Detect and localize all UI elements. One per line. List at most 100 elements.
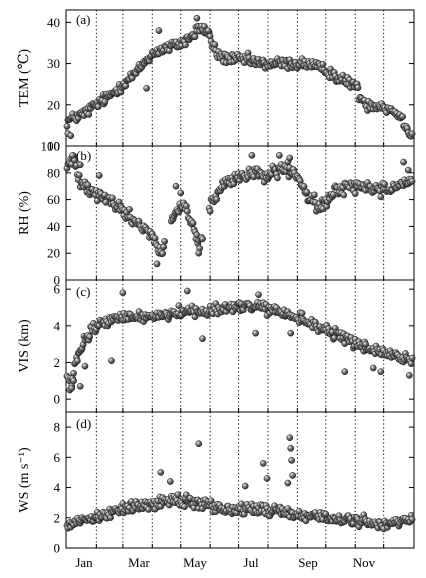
data-point <box>189 219 197 227</box>
data-point <box>289 472 296 479</box>
data-point <box>340 191 348 199</box>
y-tick-label: 6 <box>54 282 61 297</box>
data-point <box>182 41 189 49</box>
panel-b-y-axis: 0 20 40 60 80 100 <box>41 139 414 288</box>
data-point <box>407 360 415 367</box>
y-tick-label: 60 <box>47 192 60 207</box>
data-point <box>172 182 180 190</box>
y-tick-label: 30 <box>47 56 60 71</box>
data-point <box>199 235 206 243</box>
data-point <box>286 154 294 162</box>
y-tick-label: 2 <box>54 355 61 370</box>
data-point <box>408 177 416 185</box>
panel-b-label: (b) <box>76 148 91 163</box>
data-point <box>284 479 292 487</box>
data-point <box>381 180 388 188</box>
data-point <box>174 491 182 498</box>
data-point <box>160 243 168 251</box>
data-point <box>276 152 283 159</box>
data-point <box>288 457 296 464</box>
data-point <box>248 152 256 159</box>
panel-c-label: (c) <box>76 284 90 299</box>
data-point <box>95 172 103 179</box>
y-tick-label: 80 <box>47 165 60 180</box>
data-point <box>157 469 165 476</box>
x-tick-label: Mar <box>128 555 150 570</box>
data-point <box>408 516 416 523</box>
data-point <box>408 130 416 138</box>
y-tick-label: 20 <box>47 97 60 112</box>
data-point <box>86 333 94 341</box>
data-point <box>195 440 203 448</box>
data-point <box>322 510 330 518</box>
data-point <box>201 23 208 30</box>
x-tick-label: Nov <box>353 555 376 570</box>
panel-a-label: (a) <box>76 12 90 27</box>
data-point <box>85 111 93 118</box>
data-point <box>287 444 295 452</box>
panel-d-label: (d) <box>76 416 91 431</box>
data-point <box>241 482 249 490</box>
data-point <box>184 208 191 215</box>
y-tick-label: 40 <box>47 219 60 234</box>
data-point <box>102 198 110 206</box>
data-point <box>405 371 413 379</box>
data-point <box>155 27 163 34</box>
data-point <box>175 302 183 310</box>
x-tick-label: May <box>183 555 207 570</box>
data-point <box>311 191 318 199</box>
data-point <box>377 368 385 376</box>
data-point <box>161 237 168 245</box>
data-point <box>255 291 262 299</box>
data-point <box>408 354 416 362</box>
data-point <box>70 369 77 377</box>
data-point <box>119 289 127 297</box>
data-point <box>204 27 212 34</box>
data-point <box>351 190 359 197</box>
x-tick-label: Jul <box>243 555 259 570</box>
data-point <box>181 503 188 511</box>
data-point <box>126 206 133 213</box>
data-point <box>206 207 214 215</box>
y-tick-label: 6 <box>54 450 61 465</box>
data-point <box>274 174 281 182</box>
panel-b-month-grid <box>95 146 385 280</box>
data-point <box>143 84 150 92</box>
data-point <box>399 113 406 120</box>
y-tick-label: 40 <box>47 15 60 30</box>
panel-d: 0 2 4 6 8 (d) WS (m s⁻¹) <box>17 411 416 556</box>
data-point <box>211 41 219 49</box>
panel-a: 10 20 30 40 (a) TEM (℃) <box>17 9 416 154</box>
data-point <box>166 478 174 485</box>
data-point <box>400 158 407 166</box>
data-point <box>84 181 92 189</box>
data-point <box>213 195 221 203</box>
y-tick-label: 10 <box>47 139 60 154</box>
panel-d-y-axis: 0 2 4 6 8 <box>54 420 414 556</box>
panel-a-y-label: TEM (℃) <box>17 49 32 107</box>
panel-c-month-grid <box>95 280 385 412</box>
panel-c-y-label: VIS (km) <box>17 319 32 373</box>
data-point <box>68 384 76 392</box>
data-point <box>287 329 295 337</box>
panel-a-frame <box>65 9 415 147</box>
data-point <box>362 340 369 348</box>
y-tick-label: 2 <box>54 510 61 525</box>
y-tick-label: 0 <box>54 273 61 288</box>
data-point <box>159 250 167 257</box>
data-point <box>263 475 271 482</box>
panel-a-month-grid <box>95 10 385 146</box>
data-point <box>191 33 199 41</box>
panel-d-y-label: WS (m s⁻¹) <box>17 447 32 513</box>
data-point <box>195 249 203 257</box>
data-point <box>70 377 77 385</box>
data-point <box>300 183 308 190</box>
data-point <box>377 193 385 201</box>
x-tick-label: Sep <box>298 555 318 570</box>
y-tick-label: 8 <box>54 420 61 435</box>
panel-c-y-axis: 0 2 4 6 <box>54 282 414 407</box>
y-tick-label: 0 <box>54 541 61 556</box>
data-point <box>109 194 116 202</box>
data-point <box>75 171 83 179</box>
